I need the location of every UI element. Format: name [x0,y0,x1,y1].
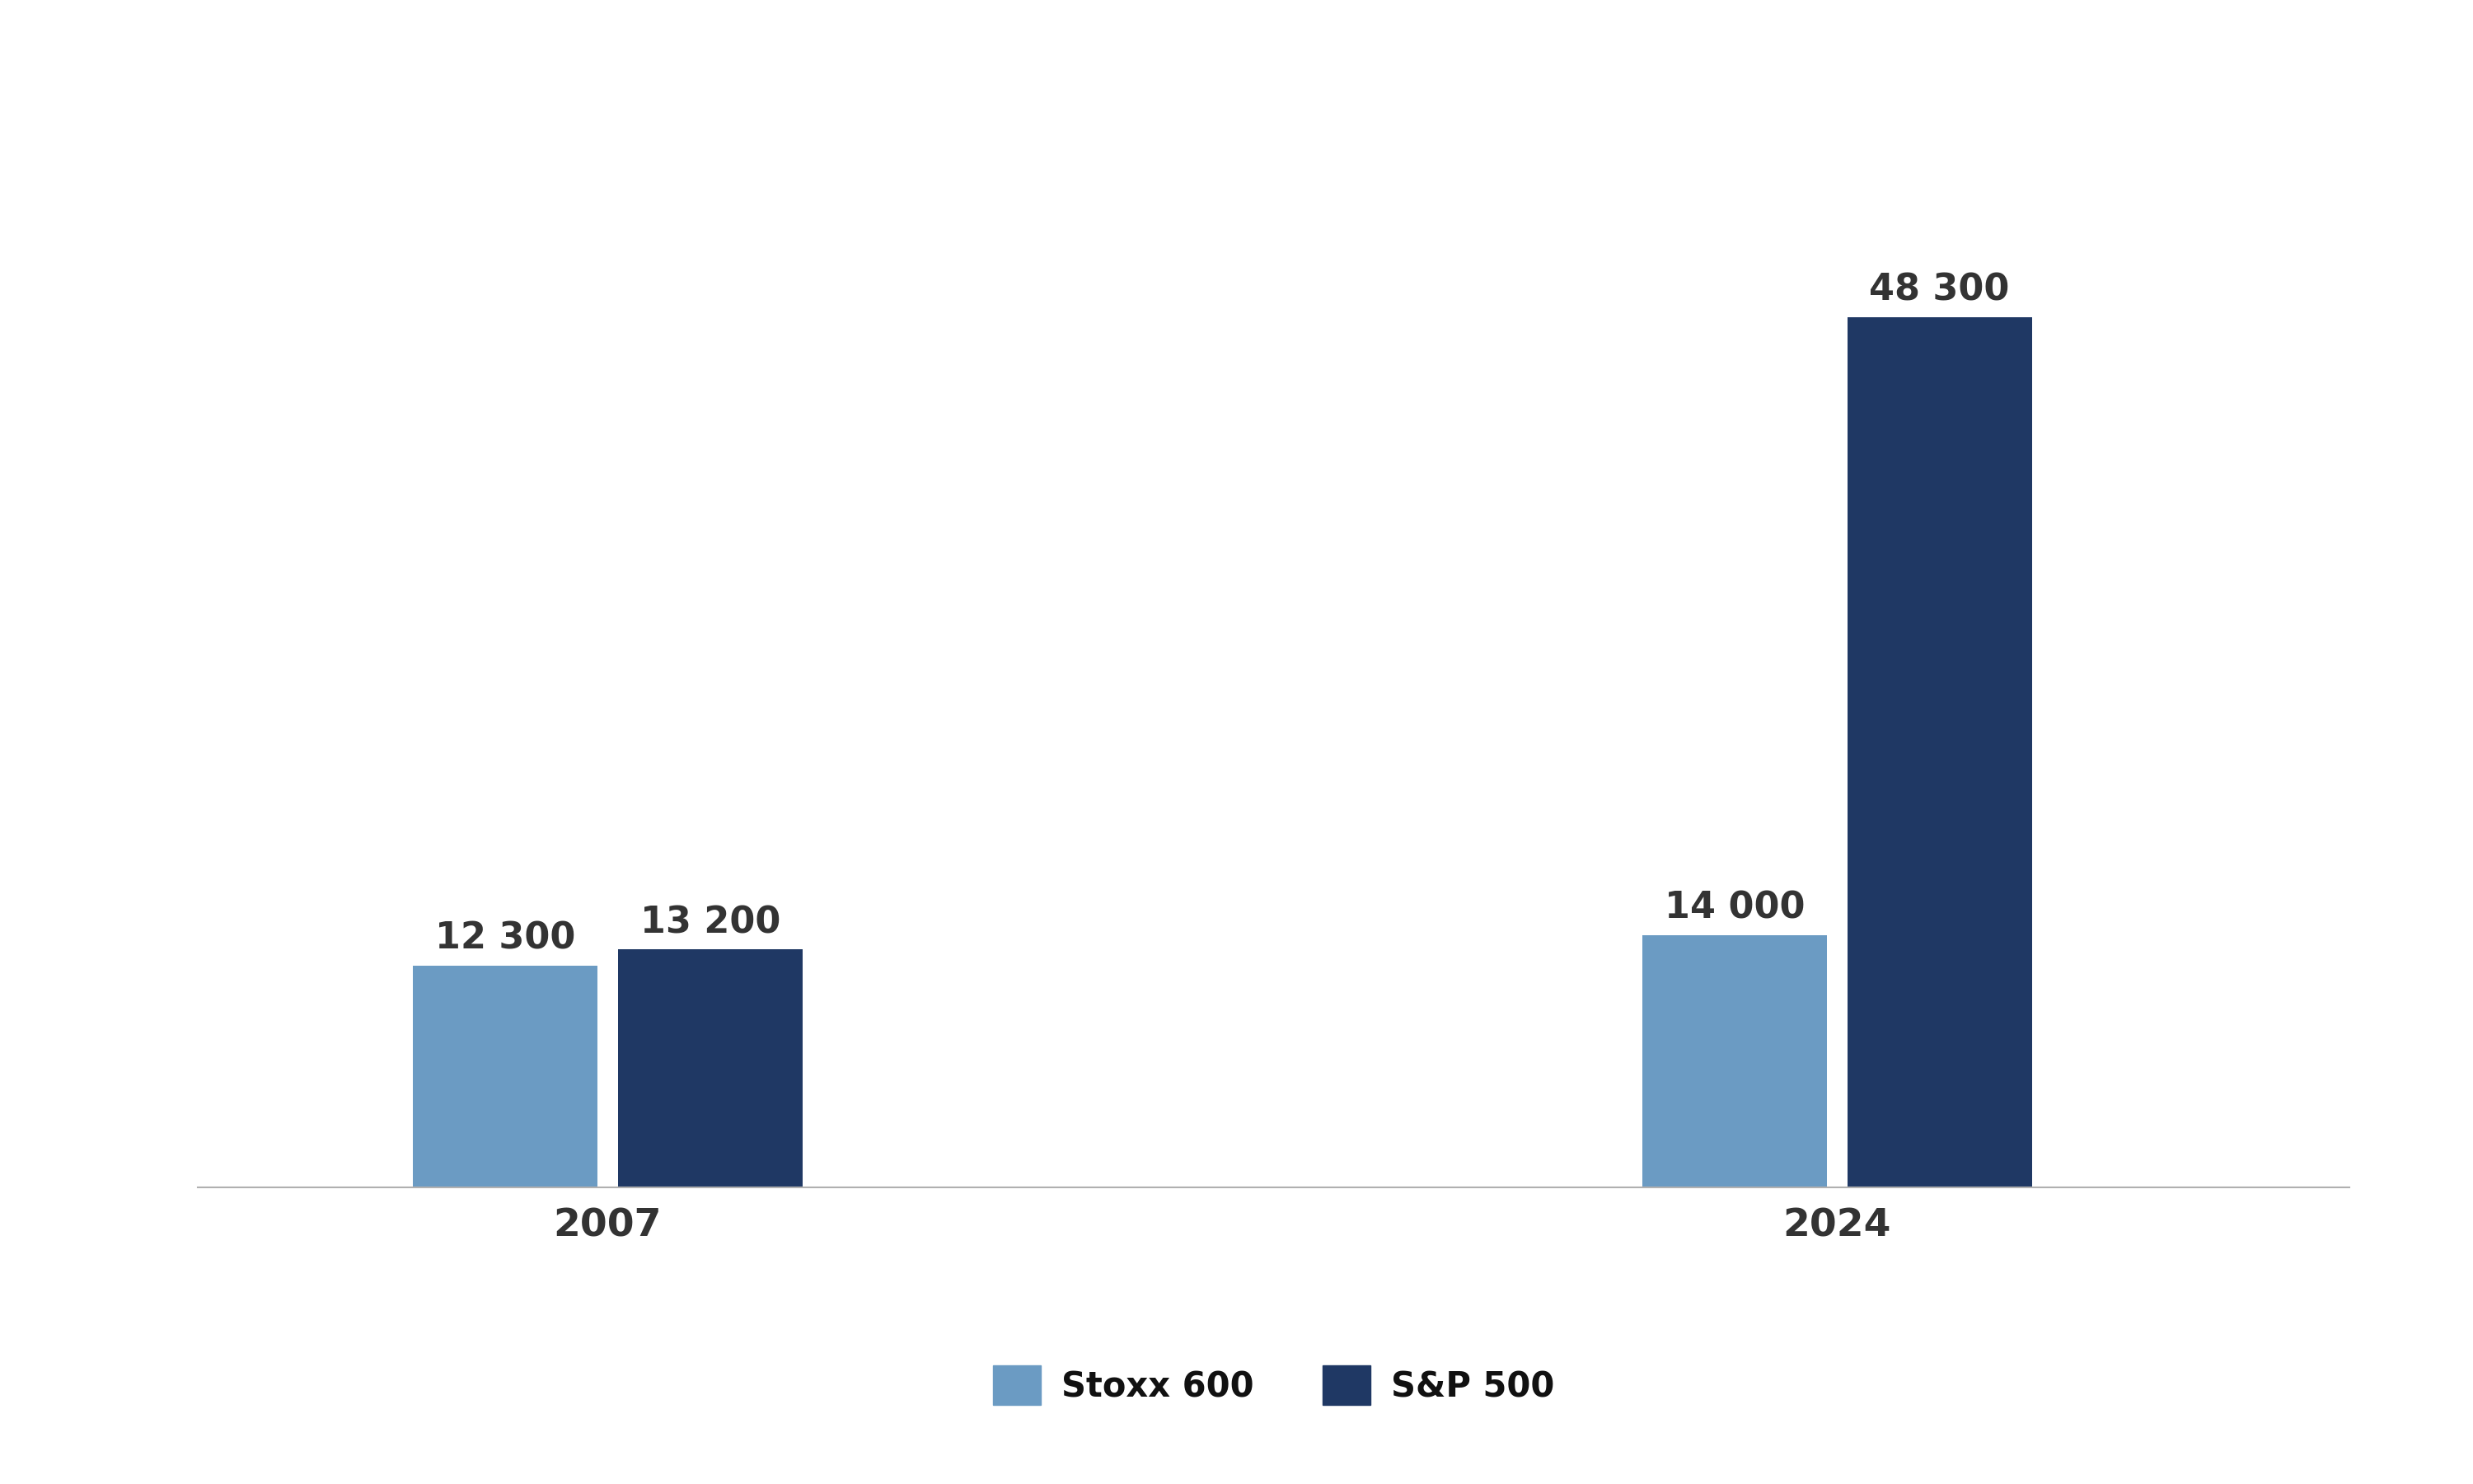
Bar [413,966,598,1187]
Text: 48 300: 48 300 [1870,273,2011,307]
Bar [1642,935,1828,1187]
Bar [618,950,801,1187]
Text: 12 300: 12 300 [435,922,576,957]
Legend: Stoxx 600, S&P 500: Stoxx 600, S&P 500 [974,1349,1573,1422]
Text: 13 200: 13 200 [641,905,781,941]
Bar [1847,318,2033,1187]
Text: 14 000: 14 000 [1664,890,1805,926]
